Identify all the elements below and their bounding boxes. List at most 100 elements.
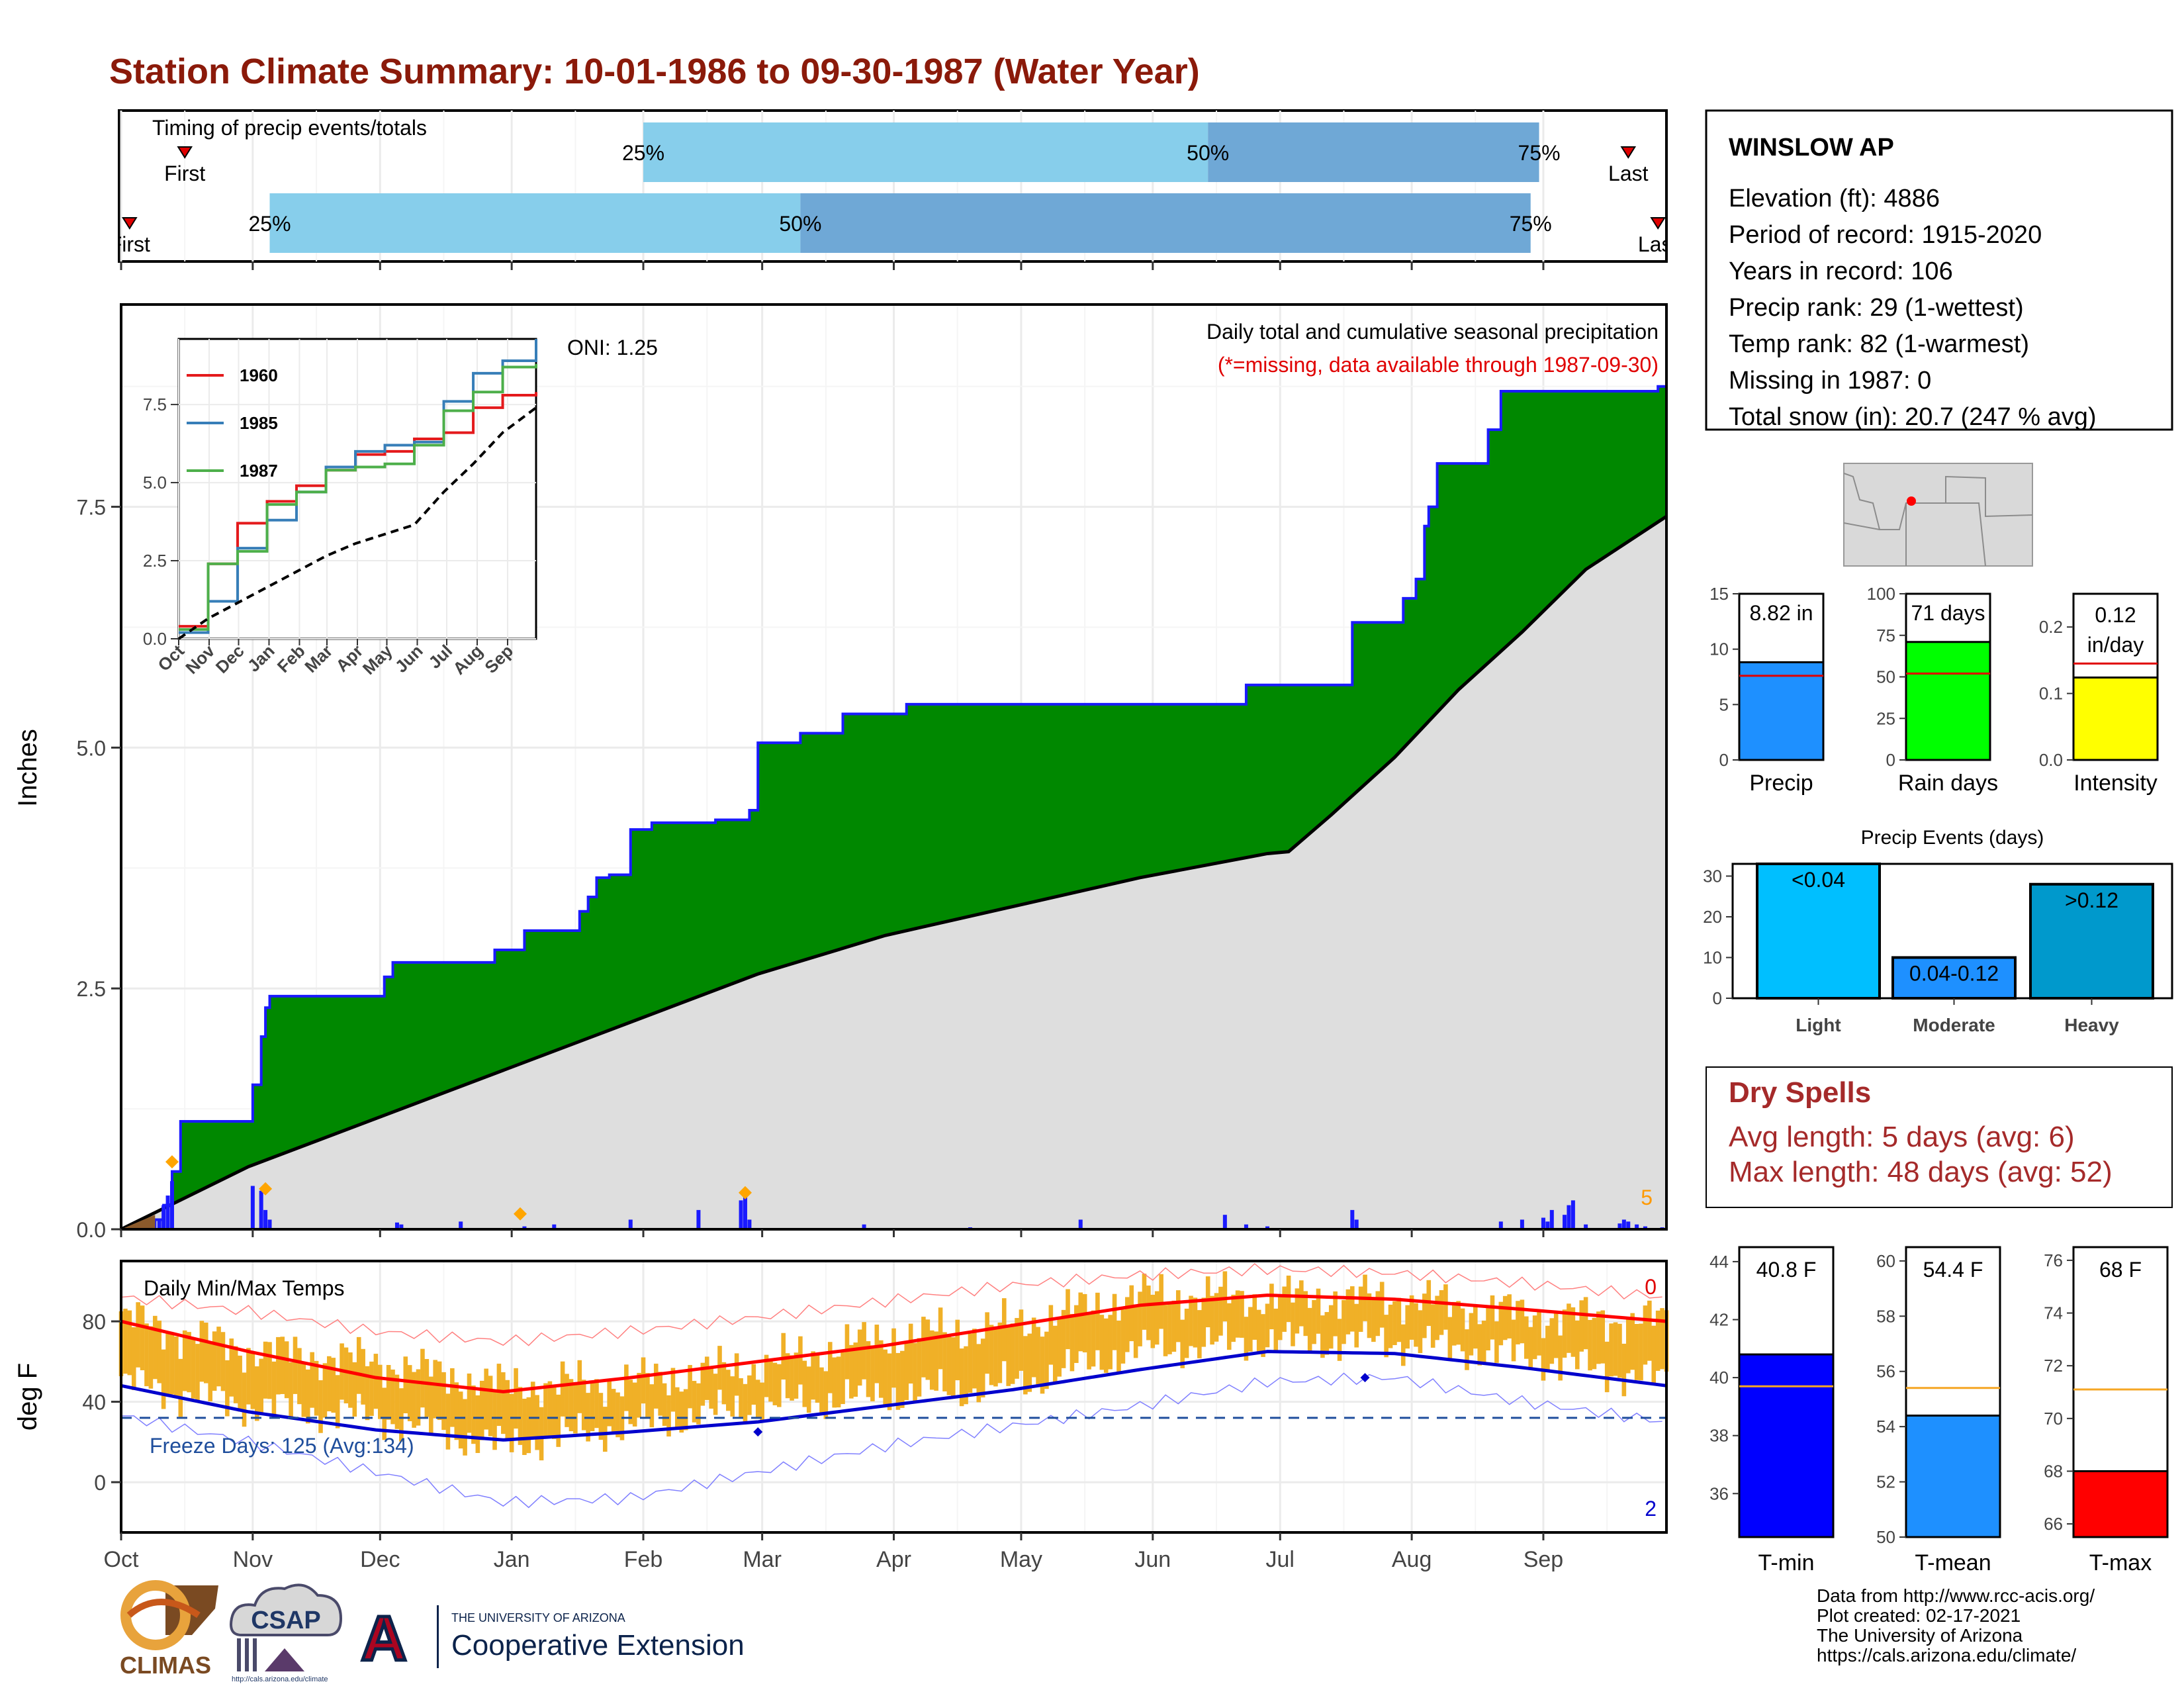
daily-temp-range-bar — [1375, 1291, 1381, 1336]
daily-temp-range-bar — [187, 1332, 191, 1393]
first-event-marker — [122, 217, 138, 230]
snow-event-marker — [738, 1186, 752, 1199]
daily-temp-range-bar — [420, 1348, 425, 1408]
daily-precip-bar — [394, 1222, 399, 1229]
daily-temp-range-bar — [866, 1341, 871, 1397]
daily-temp-range-bar — [730, 1376, 735, 1417]
daily-precip-bar — [696, 1209, 701, 1229]
daily-temp-range-bar — [972, 1329, 977, 1389]
daily-temp-range-bar — [271, 1361, 277, 1417]
daily-temp-range-bar — [310, 1352, 314, 1408]
daily-temp-range-bar — [1299, 1280, 1304, 1327]
daily-temp-range-bar — [157, 1321, 162, 1383]
daily-temp-range-bar — [734, 1353, 739, 1396]
daily-temp-range-bar — [836, 1356, 841, 1408]
daily-temp-range-bar — [136, 1302, 140, 1368]
daily-temp-range-bar — [1342, 1299, 1346, 1344]
daily-precip-bar — [1567, 1205, 1571, 1229]
temp-bar-ytick-label: 40 — [1709, 1368, 1729, 1387]
month-label: Aug — [1392, 1547, 1432, 1572]
daily-precip-bar — [1078, 1219, 1083, 1229]
daily-temp-range-bar — [581, 1380, 586, 1430]
record-temp-marker — [1360, 1373, 1370, 1383]
daily-temp-range-bar — [815, 1354, 820, 1403]
temp-bar-value-label: 54.4 F — [1923, 1258, 1983, 1282]
timing-row-label: 1987 — [59, 211, 106, 235]
daily-temp-range-bar — [1193, 1297, 1198, 1348]
mini-bar-label: Intensity — [2073, 771, 2158, 796]
daily-temp-range-bar — [390, 1369, 395, 1425]
daily-temp-range-bar — [1481, 1321, 1486, 1362]
timing-row-label: Avg — [69, 140, 106, 164]
temp-ytick-label: 0 — [94, 1471, 106, 1495]
station-location-marker — [1907, 496, 1916, 506]
oni-label: ONI: 1.25 — [567, 336, 658, 359]
dry-spells-max: Max length: 48 days (avg: 52) — [1729, 1156, 2113, 1188]
daily-temp-range-bar — [479, 1380, 484, 1440]
daily-temp-range-bar — [1108, 1315, 1113, 1370]
daily-temp-range-bar — [208, 1342, 213, 1401]
daily-temp-range-bar — [293, 1336, 298, 1394]
temp-bar-value-label: 40.8 F — [1756, 1258, 1817, 1282]
inset-legend-label: 1985 — [240, 413, 278, 433]
daily-temp-range-bar — [331, 1358, 336, 1413]
daily-temp-range-bar — [794, 1352, 799, 1399]
daily-temp-range-bar — [641, 1357, 646, 1404]
daily-temp-range-bar — [1201, 1297, 1206, 1347]
temperature-bars: 40.8 F 36 38 40 42 44 T-min 54.4 F 50 52 54 56 58 60 T… — [1709, 1246, 2169, 1575]
daily-temp-range-bar — [284, 1341, 289, 1399]
daily-temp-range-bar — [862, 1322, 866, 1380]
daily-temp-range-bar — [1384, 1315, 1388, 1358]
daily-temp-range-bar — [934, 1331, 938, 1391]
daily-temp-range-bar — [1549, 1318, 1555, 1364]
daily-precip-bar — [267, 1219, 272, 1229]
freeze-days-label: Freeze Days: 125 (Avg:134) — [150, 1434, 414, 1458]
mini-bar-ytick-label: 75 — [1876, 626, 1895, 645]
daily-temp-range-bar — [726, 1370, 731, 1411]
temp-bar-ytick-label: 58 — [1876, 1306, 1895, 1326]
daily-temp-range-bar — [263, 1341, 268, 1399]
daily-temp-range-bar — [1040, 1336, 1045, 1394]
daily-temp-range-bar — [802, 1360, 807, 1407]
daily-precip-bar — [1354, 1219, 1359, 1229]
daily-temp-range-bar — [980, 1338, 985, 1398]
mini-bar-rain-days — [1905, 641, 1991, 761]
month-label: Oct — [104, 1547, 139, 1572]
daily-temp-range-bar — [335, 1375, 340, 1429]
daily-temp-range-bar — [679, 1391, 684, 1433]
daily-temp-range-bar — [276, 1336, 281, 1395]
daily-temp-range-bar — [539, 1407, 544, 1461]
daily-temp-range-bar — [199, 1321, 205, 1382]
inset-line-1985 — [179, 339, 537, 634]
last-event-label: Last — [1638, 232, 1678, 256]
events-bar-moderate — [1891, 956, 2017, 1000]
daily-temp-range-bar — [242, 1372, 247, 1427]
temp-bar-label: T-max — [2089, 1550, 2152, 1575]
month-label: Mar — [743, 1547, 782, 1572]
daily-temp-range-bar — [1409, 1295, 1414, 1340]
csap-url: http://cals.arizona.edu/climate — [232, 1675, 328, 1683]
ua-logo-big: Cooperative Extension — [451, 1629, 745, 1662]
month-label: Dec — [360, 1547, 400, 1572]
first-event-marker — [177, 146, 193, 159]
daily-temp-range-bar — [1205, 1276, 1210, 1328]
daily-temp-range-bar — [178, 1358, 183, 1417]
daily-temp-range-bar — [891, 1328, 896, 1388]
daily-temp-range-bar — [386, 1365, 391, 1420]
events-title: Precip Events (days) — [1861, 827, 2044, 849]
mini-bar-value-label: 8.82 in — [1749, 601, 1813, 625]
daily-temp-range-bar — [573, 1382, 578, 1434]
dry-spells-box: Dry Spells Avg length: 5 days (avg: 6) M… — [1706, 1066, 2173, 1208]
daily-temp-range-bar — [305, 1369, 310, 1424]
daily-temp-range-bar — [1001, 1298, 1007, 1362]
daily-temp-range-bar — [1120, 1309, 1126, 1364]
daily-temp-range-bar — [318, 1380, 323, 1433]
daily-temp-range-bar — [637, 1372, 641, 1418]
daily-temp-range-bar — [301, 1362, 306, 1417]
inset-line-1987 — [179, 363, 537, 631]
snow-count: 5 — [1641, 1186, 1653, 1209]
daily-temp-range-bar — [153, 1315, 158, 1380]
daily-temp-range-bar — [1516, 1301, 1520, 1344]
daily-temp-range-bar — [743, 1383, 748, 1423]
